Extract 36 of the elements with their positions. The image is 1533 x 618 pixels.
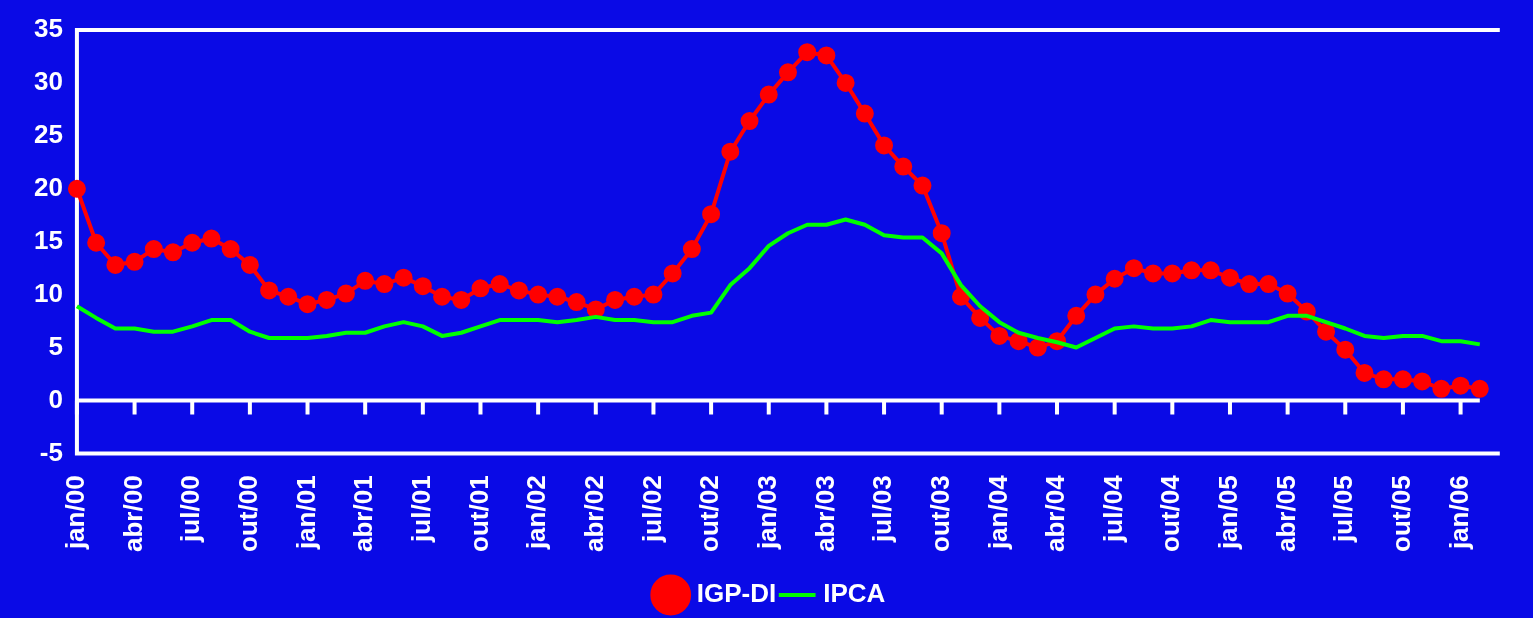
x-tick-label: jan/04: [982, 474, 1013, 551]
y-tick-label: 0: [48, 383, 63, 414]
x-tick-label: abr/00: [117, 475, 148, 553]
x-tick-label: jan/00: [60, 475, 91, 551]
x-tick-label: jan/06: [1443, 475, 1474, 551]
x-tick-label: out/05: [1386, 475, 1417, 552]
y-tick-label: 35: [34, 13, 63, 44]
y-tick-label: 25: [34, 119, 63, 150]
x-tick-label: jan/01: [290, 475, 321, 551]
x-tick-label: jul/05: [1328, 475, 1359, 543]
x-tick-label: jul/01: [406, 475, 437, 543]
y-tick-label: 5: [48, 330, 63, 361]
x-tick-label: abr/01: [348, 475, 379, 553]
y-tick-label: 15: [34, 224, 63, 255]
legend-label: IPCA: [823, 578, 886, 609]
y-tick-label: -5: [39, 436, 63, 467]
x-tick-label: out/04: [1155, 474, 1186, 552]
x-tick-label: abr/03: [809, 475, 840, 553]
y-tick-label: 10: [34, 277, 63, 308]
y-tick-label: 20: [34, 171, 63, 202]
x-tick-label: abr/04: [1040, 474, 1071, 553]
x-tick-label: jan/05: [1213, 475, 1244, 551]
legend-label: IGP-DI: [696, 578, 777, 609]
x-tick-label: out/02: [694, 475, 725, 552]
x-tick-label: out/00: [233, 475, 264, 552]
x-tick-label: abr/02: [578, 475, 609, 553]
x-tick-label: jul/04: [1097, 474, 1128, 543]
x-tick-label: jan/02: [521, 475, 552, 551]
y-tick-label: 30: [34, 66, 63, 97]
x-tick-label: jul/03: [867, 475, 898, 543]
x-tick-label: abr/05: [1270, 475, 1301, 553]
x-tick-label: jan/03: [751, 475, 782, 551]
x-tick-label: jul/02: [636, 475, 667, 543]
x-tick-label: jul/00: [175, 475, 206, 543]
x-tick-label: out/01: [463, 475, 494, 552]
x-tick-label: out/03: [924, 475, 955, 552]
